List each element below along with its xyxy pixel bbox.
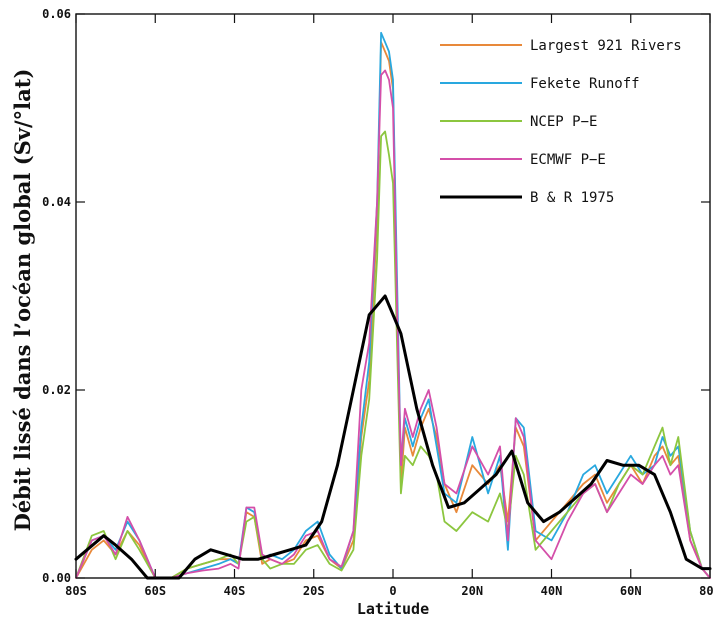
legend-label: NCEP P−E (530, 114, 597, 130)
legend: Largest 921 Rivers Fekete Runoff NCEP P−E E… (440, 38, 682, 206)
y-tick-label: 0.04 (42, 195, 71, 209)
series-line-3 (75, 69, 711, 579)
x-axis-title: Latitude (357, 600, 429, 618)
y-tick-label: 0.00 (42, 571, 71, 585)
y-tick-label: 0.02 (42, 383, 71, 397)
x-tick-label: 20N (461, 584, 483, 598)
tick-layer: 80S 60S 40S 20S 0 20N 40N 60N 80N 0.00 0.02 0.04 0.0… (42, 7, 713, 598)
series-line-4 (74, 294, 712, 580)
y-tick-label: 0.06 (42, 7, 71, 21)
x-tick-label: 40N (541, 584, 563, 598)
series-layer (74, 31, 712, 580)
legend-label: Fekete Runoff (530, 76, 640, 92)
x-tick-label: 60N (620, 584, 642, 598)
legend-label: Largest 921 Rivers (530, 38, 682, 54)
x-tick-label: 0 (389, 584, 396, 598)
series-line-2 (75, 130, 711, 579)
x-tick-label: 20S (303, 584, 325, 598)
y-axis-title: Débit lissé dans l’océan global (Sv/°lat… (10, 69, 35, 532)
legend-label: B & R 1975 (530, 190, 614, 206)
x-tick-label: 80N (699, 584, 713, 598)
x-tick-label: 80S (65, 584, 87, 598)
x-tick-label: 60S (144, 584, 166, 598)
x-tick-label: 40S (224, 584, 246, 598)
legend-label: ECMWF P−E (530, 152, 606, 168)
